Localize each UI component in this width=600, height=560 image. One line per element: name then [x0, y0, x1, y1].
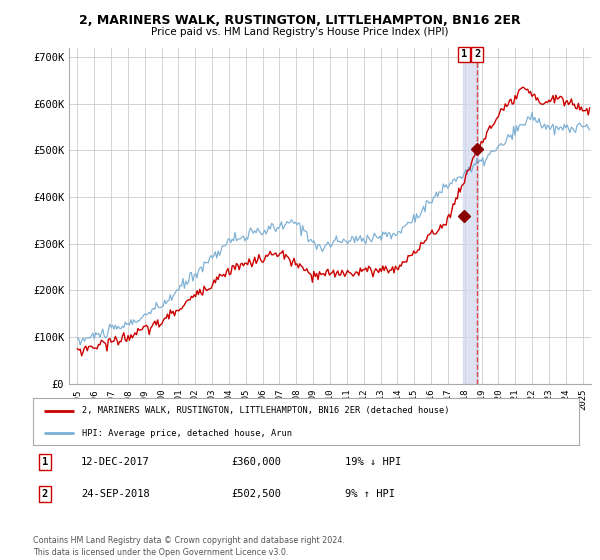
Text: £360,000: £360,000	[231, 457, 281, 467]
Text: 9% ↑ HPI: 9% ↑ HPI	[345, 489, 395, 499]
Text: 2, MARINERS WALK, RUSTINGTON, LITTLEHAMPTON, BN16 2ER (detached house): 2, MARINERS WALK, RUSTINGTON, LITTLEHAMP…	[82, 407, 449, 416]
Text: 2, MARINERS WALK, RUSTINGTON, LITTLEHAMPTON, BN16 2ER: 2, MARINERS WALK, RUSTINGTON, LITTLEHAMP…	[79, 14, 521, 27]
Text: 12-DEC-2017: 12-DEC-2017	[81, 457, 150, 467]
Text: 2: 2	[42, 489, 48, 499]
Text: 19% ↓ HPI: 19% ↓ HPI	[345, 457, 401, 467]
Bar	[463, 48, 478, 384]
Text: 2: 2	[474, 49, 480, 59]
Text: 24-SEP-2018: 24-SEP-2018	[81, 489, 150, 499]
Text: Price paid vs. HM Land Registry's House Price Index (HPI): Price paid vs. HM Land Registry's House …	[151, 27, 449, 37]
Text: 1: 1	[461, 49, 467, 59]
Text: £502,500: £502,500	[231, 489, 281, 499]
Text: Contains HM Land Registry data © Crown copyright and database right 2024.
This d: Contains HM Land Registry data © Crown c…	[33, 536, 345, 557]
Text: HPI: Average price, detached house, Arun: HPI: Average price, detached house, Arun	[82, 429, 292, 438]
Text: 1: 1	[42, 457, 48, 467]
